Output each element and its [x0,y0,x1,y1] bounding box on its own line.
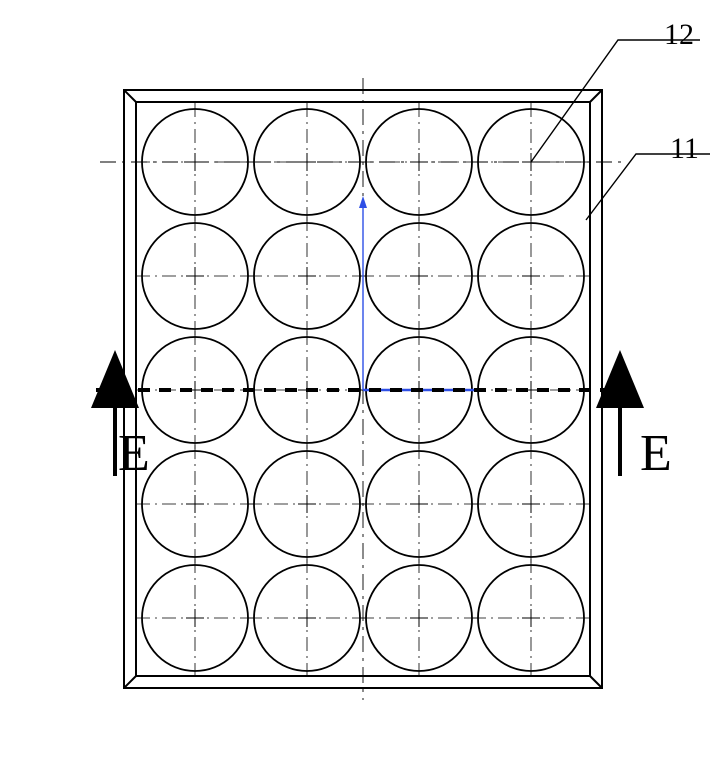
section-label-right: E [640,425,672,482]
callout-label-11: 11 [670,132,699,165]
callout-label-12: 12 [664,18,694,51]
section-label-left: E [118,425,150,482]
